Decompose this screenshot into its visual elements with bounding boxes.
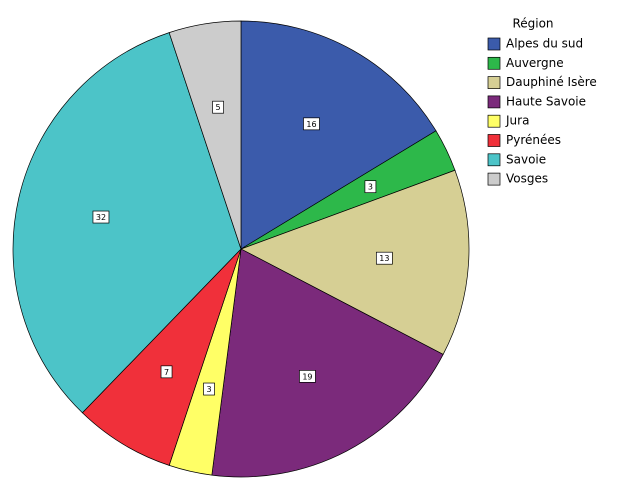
pie-slice bbox=[168, 20, 242, 250]
legend-label: Jura bbox=[505, 114, 529, 128]
data-label-box bbox=[364, 180, 377, 194]
legend-swatch bbox=[487, 114, 501, 128]
legend-label: Vosges bbox=[506, 172, 548, 186]
legend-title: Région bbox=[512, 17, 553, 31]
pie-slice bbox=[240, 20, 437, 250]
pie-slice bbox=[240, 169, 470, 355]
legend-swatch bbox=[487, 76, 501, 89]
legend-label: Savoie bbox=[506, 152, 546, 166]
legend-label: Haute Savoie bbox=[506, 94, 586, 108]
legend-swatch bbox=[487, 153, 501, 167]
pie-slice bbox=[12, 32, 242, 414]
data-label: 16 bbox=[306, 120, 316, 129]
data-label-box bbox=[92, 210, 110, 224]
data-label: 13 bbox=[379, 254, 389, 263]
data-label: 5 bbox=[216, 103, 221, 112]
pie-slice bbox=[81, 248, 242, 466]
legend-swatch bbox=[487, 37, 501, 51]
data-label-box bbox=[375, 251, 393, 265]
legend-swatch bbox=[487, 134, 501, 147]
data-label: 3 bbox=[368, 183, 373, 192]
data-label-box bbox=[212, 100, 224, 114]
legend-label: Auvergne bbox=[506, 56, 564, 70]
data-label: 32 bbox=[96, 213, 106, 222]
legend-label: Pyrénées bbox=[506, 133, 561, 147]
legend-label: Alpes du sud bbox=[506, 37, 583, 51]
legend-swatch bbox=[487, 172, 501, 186]
data-label: 3 bbox=[206, 385, 211, 394]
pie-slice bbox=[211, 248, 444, 478]
data-label: 7 bbox=[164, 368, 169, 377]
data-label-box bbox=[303, 117, 320, 131]
data-label-box bbox=[160, 365, 173, 379]
data-label-box bbox=[299, 370, 316, 383]
legend-swatch bbox=[487, 95, 501, 109]
legend-swatch bbox=[487, 56, 501, 70]
data-label-box bbox=[203, 382, 215, 396]
legend-label: Dauphiné Isère bbox=[506, 75, 597, 89]
data-label: 19 bbox=[302, 372, 312, 381]
